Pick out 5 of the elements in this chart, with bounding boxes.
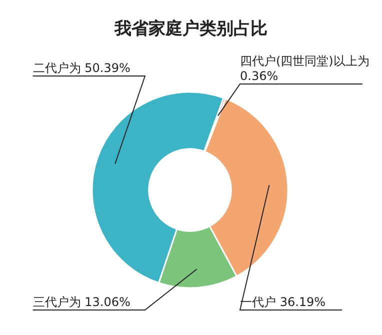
slice-label: 二代户为 50.39% xyxy=(32,61,130,75)
slice-label: 三代户为 13.06% xyxy=(32,295,130,309)
slice-label: 四代户(四世同堂)以上为 xyxy=(240,54,370,68)
chart-title: 我省家庭户类别占比 xyxy=(114,19,268,39)
data-label: 0.36% xyxy=(240,69,278,83)
